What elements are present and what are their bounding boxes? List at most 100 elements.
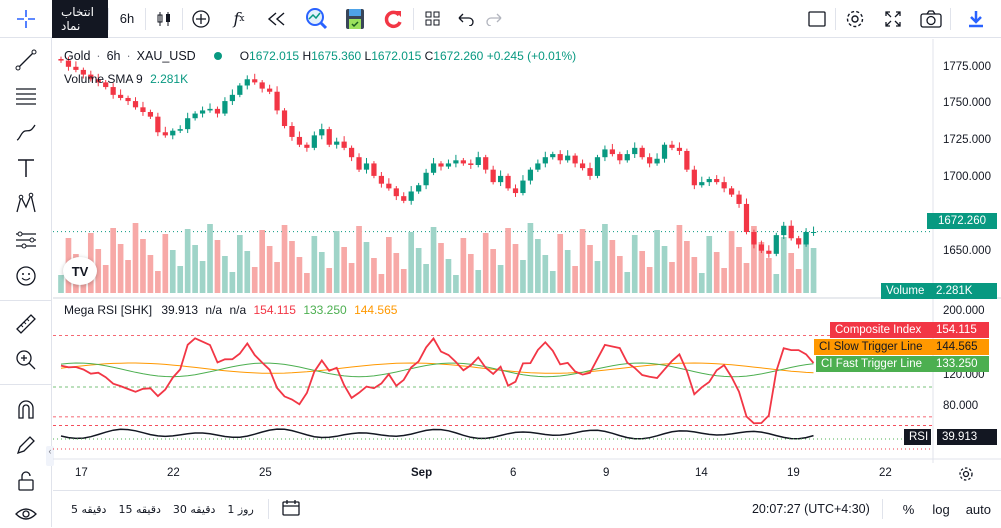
candle-body [766, 250, 772, 254]
range-15m[interactable]: 15 دقیقه [118, 502, 161, 516]
candle-body [274, 91, 280, 111]
crosshair-tool-button[interactable] [0, 0, 52, 38]
volume-legend: Volume SMA 9 2.281K [64, 72, 188, 86]
trend-line-icon[interactable] [12, 46, 40, 74]
volume-bar [58, 275, 64, 293]
volume-bar [318, 252, 325, 293]
redo-icon[interactable] [480, 0, 508, 38]
candle-body [602, 149, 608, 158]
range-30m[interactable]: 30 دقیقه [172, 502, 216, 516]
volume-bar [706, 236, 713, 293]
candle-body [721, 182, 727, 189]
legend-symbol[interactable]: Gold [64, 49, 91, 63]
refresh-icon[interactable] [373, 0, 413, 38]
lock-icon[interactable] [12, 467, 40, 495]
rewind-icon[interactable] [259, 0, 295, 38]
collapse-toolbar-handle[interactable]: ‹ [46, 446, 54, 466]
magnifier-chart-icon[interactable] [295, 0, 337, 38]
volume-bar [326, 268, 333, 293]
volume-bar [281, 225, 288, 293]
candle-body [512, 188, 519, 194]
candle-body [498, 175, 504, 183]
candle-body [714, 179, 720, 183]
fullscreen-chart-icon[interactable] [799, 0, 835, 38]
smile-icon[interactable] [12, 262, 40, 290]
symbol-search-button[interactable]: انتخاب نماد [52, 0, 108, 38]
prediction-icon[interactable] [12, 226, 40, 254]
symbol-legend: Gold · 6h · XAU_USD O1672.015 H1675.360 … [64, 49, 577, 63]
candle-body [401, 196, 407, 201]
candle-body [728, 188, 735, 195]
rsi-legend-name[interactable]: Mega RSI [SHK] [64, 303, 153, 317]
indicator-axis-label: 80.000 [943, 400, 979, 412]
brush-icon[interactable] [12, 118, 40, 146]
volume-bar [184, 229, 191, 293]
gear-icon[interactable] [836, 0, 874, 38]
volume-bar [274, 262, 280, 293]
zoom-in-icon[interactable] [12, 346, 40, 374]
candle-body [691, 169, 697, 186]
log-toggle[interactable]: log [932, 501, 950, 517]
volume-bar [415, 248, 422, 293]
chart-canvas[interactable] [53, 39, 1001, 463]
candle-body [661, 144, 668, 159]
candle-body [214, 108, 221, 114]
price-axis-label: 1650.000 [943, 245, 991, 257]
magnet-icon[interactable] [12, 396, 40, 424]
candle-body [647, 157, 653, 164]
volume-bar [296, 257, 303, 293]
volume-bar [177, 266, 184, 293]
pattern-icon[interactable] [12, 190, 40, 218]
volume-bar [602, 224, 608, 293]
crosshair-icon [17, 9, 35, 28]
tradingview-logo[interactable]: TV [63, 257, 97, 285]
volume-bar [311, 236, 318, 293]
rsi-line [60, 428, 814, 440]
camera-icon[interactable] [912, 0, 950, 38]
volume-bar [527, 223, 534, 293]
auto-toggle[interactable]: auto [965, 501, 991, 517]
candle-body [542, 157, 548, 164]
interval-button[interactable]: 6h [119, 11, 135, 26]
volume-bar [512, 244, 519, 293]
download-icon[interactable] [951, 0, 1001, 38]
text-tool-icon[interactable] [12, 154, 40, 182]
range-1d[interactable]: 1 روز [227, 502, 254, 516]
candle-body [58, 59, 64, 61]
date-range-icon[interactable] [281, 499, 301, 520]
ruler-icon[interactable] [12, 310, 40, 338]
candles-icon[interactable] [146, 0, 182, 38]
expand-icon[interactable] [874, 0, 912, 38]
pencil-lock-icon[interactable] [12, 431, 40, 459]
candle-body [140, 107, 146, 112]
bottom-toolbar: 5 دقیقه 15 دقیقه 30 دقیقه 1 روز 20:07:27… [53, 490, 1001, 527]
divider [108, 7, 109, 30]
candle-body [95, 79, 101, 83]
candle-body [334, 141, 340, 145]
layout-grid-icon[interactable] [414, 0, 452, 38]
percent-toggle[interactable]: % [902, 501, 915, 517]
candle-body [259, 82, 265, 89]
volume-bar [557, 234, 564, 293]
price-axis-label: 1725.000 [943, 134, 991, 146]
axis-settings-gear-icon[interactable] [957, 465, 975, 486]
volume-legend-name[interactable]: Volume [64, 72, 105, 86]
legend-ohlc: O1672.015 H1675.360 L1672.015 C1672.260 … [239, 49, 577, 63]
volume-bar [654, 230, 660, 293]
range-5m[interactable]: 5 دقیقه [71, 502, 107, 516]
save-icon[interactable] [337, 0, 373, 38]
clock-timezone[interactable]: 20:07:27 (UTC+4:30) [751, 502, 870, 516]
undo-icon[interactable] [452, 0, 480, 38]
volume-bar [520, 260, 526, 293]
volume-bar [229, 272, 236, 293]
candle-body [706, 179, 712, 183]
rsi-tag-label: RSI [904, 429, 931, 445]
horizontal-lines-icon[interactable] [12, 82, 40, 110]
divider [835, 7, 836, 30]
eye-icon[interactable] [12, 500, 40, 528]
add-compare-icon[interactable] [183, 0, 219, 38]
volume-bar [110, 228, 116, 293]
divider [182, 7, 183, 30]
volume-bar [251, 267, 258, 293]
